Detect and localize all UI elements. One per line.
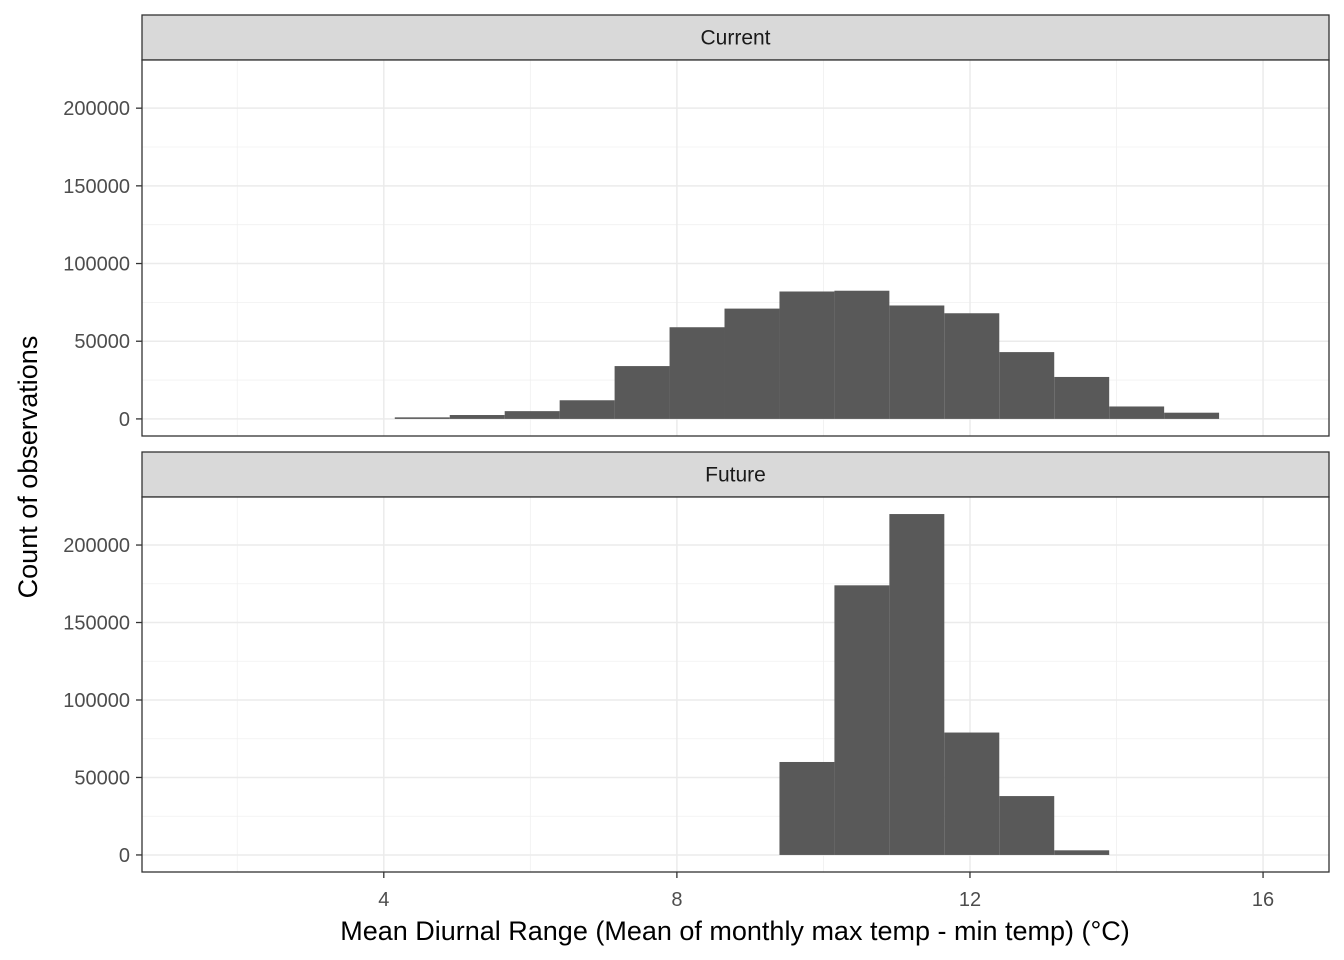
x-tick-label: 8	[671, 889, 682, 911]
y-tick-label: 0	[119, 409, 130, 431]
facet-strip-background	[141, 451, 1330, 498]
y-tick-label: 200000	[63, 98, 130, 120]
histogram-bar	[779, 291, 835, 419]
histogram-bar	[669, 327, 725, 419]
x-tick-label: 4	[378, 889, 389, 911]
histogram-bar	[944, 313, 1000, 419]
histogram-bar	[999, 796, 1055, 855]
histogram-bar	[614, 366, 670, 419]
y-tick-label: 100000	[63, 690, 130, 712]
histogram-bar	[834, 290, 890, 419]
y-tick-label: 100000	[63, 254, 130, 276]
facet-strip-label: Current	[700, 27, 770, 50]
panel-border	[141, 59, 1330, 437]
y-tick-label: 50000	[74, 767, 130, 789]
facet-panels: Current 0 50000 100000 150000 200000 Future 0 50…	[63, 14, 1330, 873]
x-tick-label: 16	[1252, 889, 1274, 911]
histogram-bars	[394, 290, 1220, 419]
y-tick-label: 150000	[63, 176, 130, 198]
x-tick-label: 12	[959, 889, 981, 911]
histogram-bar	[504, 411, 560, 419]
y-axis-title: Count of observations	[13, 336, 43, 599]
histogram-bar	[724, 308, 780, 419]
y-tick-label: 50000	[74, 331, 130, 353]
histogram-bar	[394, 417, 450, 419]
histogram-bar	[1054, 376, 1110, 419]
x-axis: 4 8 12 16	[378, 872, 1274, 911]
histogram-bar	[559, 400, 615, 419]
y-axis: 0 50000 100000 150000 200000	[63, 535, 142, 867]
histogram-bar	[1164, 412, 1220, 419]
histogram-bar	[779, 761, 835, 855]
facet-panel-current: Current 0 50000 100000 150000 200000	[63, 14, 1330, 437]
histogram-bar	[889, 305, 945, 419]
y-axis: 0 50000 100000 150000 200000	[63, 98, 142, 431]
histogram-bar	[1109, 406, 1165, 419]
histogram-bar	[999, 352, 1055, 419]
panel-background	[142, 497, 1329, 872]
y-tick-label: 0	[119, 845, 130, 867]
facet-strip-background	[141, 14, 1330, 61]
y-tick-label: 150000	[63, 613, 130, 635]
histogram-bars	[779, 514, 1110, 855]
panel-border	[141, 496, 1330, 873]
x-axis-title: Mean Diurnal Range (Mean of monthly max …	[340, 916, 1130, 946]
histogram-bar	[834, 585, 890, 855]
histogram-bar	[944, 732, 1000, 855]
histogram-bar	[889, 514, 945, 855]
grid-lines	[142, 497, 1329, 872]
histogram-bar	[449, 415, 505, 419]
facet-strip-label: Future	[705, 464, 766, 487]
facet-panel-future: Future 0 50000 100000 150000 200000	[63, 451, 1330, 873]
y-tick-label: 200000	[63, 535, 130, 557]
histogram-bar	[1054, 850, 1110, 855]
